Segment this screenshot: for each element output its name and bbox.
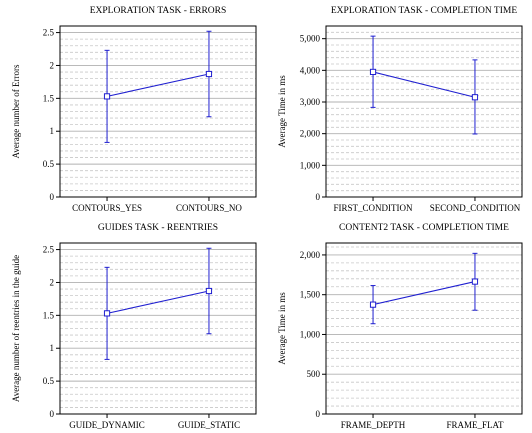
- chart-panel-guides-reentries: 0 0.5 1 1.5 2 2.5 GUIDE_DYNAMIC GUIDE_STATIC GUI…: [0, 217, 266, 433]
- y-tick-label: 2: [50, 277, 55, 287]
- series-line: [106, 290, 210, 314]
- chart-title: CONTENT2 TASK - COMPLETION TIME: [339, 223, 509, 233]
- y-tick-label: 1,000: [300, 160, 321, 170]
- chart-svg-content2-time: 0 500 1,000 1,500 2,000 FRAME_DEPTH FRAME_FLAT…: [277, 223, 523, 430]
- y-axis-label: Average Time in ms: [277, 75, 287, 148]
- x-tick-label: GUIDE_DYNAMIC: [69, 420, 145, 430]
- y-tick-label: 3,000: [300, 97, 321, 107]
- data-point-marker: [369, 301, 377, 308]
- chart-panel-content2-time: 0 500 1,000 1,500 2,000 FRAME_DEPTH FRAME_FLAT…: [266, 217, 532, 433]
- y-tick-label: 2.5: [43, 245, 55, 255]
- y-tick-label: 2: [50, 60, 55, 70]
- x-tick-label: CONTOURS_YES: [72, 203, 142, 213]
- series-line: [372, 281, 476, 306]
- y-axis-label: Average number of Errors: [11, 64, 21, 159]
- data-point-marker: [103, 93, 111, 100]
- chart-svg-exploration-errors: 0 0.5 1 1.5 2 2.5 CONTOURS_YES CONTOURS_NO EXPLO…: [11, 6, 257, 213]
- x-tick-label: SECOND_CONDITION: [430, 203, 521, 213]
- chart-panel-exploration-time: 0 1,000 2,000 3,000 4,000 5,000 FIRST_CONDITIO…: [266, 0, 532, 216]
- y-tick-label: 1.5: [43, 310, 55, 320]
- y-tick-label: 500: [307, 369, 321, 379]
- plot-frame: [325, 242, 523, 415]
- data-point-marker: [205, 287, 213, 295]
- chart-svg-exploration-time: 0 1,000 2,000 3,000 4,000 5,000 FIRST_CONDITIO…: [277, 6, 523, 213]
- series-line: [106, 73, 210, 97]
- y-tick-label: 1: [50, 126, 55, 136]
- x-tick-label: FRAME_DEPTH: [341, 420, 406, 430]
- plot-frame: [325, 25, 523, 198]
- data-point-marker: [471, 278, 479, 285]
- y-axis-label: Average number of reentries in the guide: [11, 255, 21, 402]
- y-tick-label: 2,000: [300, 129, 321, 139]
- y-tick-label: 2,000: [300, 250, 321, 260]
- chart-title: GUIDES TASK - REENTRIES: [98, 223, 218, 233]
- y-tick-label: 0: [316, 192, 321, 202]
- plot-frame: [59, 242, 257, 415]
- y-tick-label: 0.5: [43, 376, 55, 386]
- plot-frame: [59, 25, 257, 198]
- series-line: [372, 71, 476, 98]
- x-tick-label: FRAME_FLAT: [446, 420, 504, 430]
- y-tick-label: 4,000: [300, 65, 321, 75]
- y-tick-label: 2.5: [43, 28, 55, 38]
- chart-panel-exploration-errors: 0 0.5 1 1.5 2 2.5 CONTOURS_YES CONTOURS_NO EXPLO…: [0, 0, 266, 216]
- y-axis-label: Average Time in ms: [277, 292, 287, 365]
- chart-svg-guides-reentries: 0 0.5 1 1.5 2 2.5 GUIDE_DYNAMIC GUIDE_STATIC GUI…: [11, 223, 257, 430]
- y-tick-label: 5,000: [300, 34, 321, 44]
- x-tick-label: GUIDE_STATIC: [178, 420, 240, 430]
- y-tick-label: 1,500: [300, 290, 321, 300]
- y-tick-label: 1,000: [300, 329, 321, 339]
- y-tick-label: 0.5: [43, 159, 55, 169]
- y-tick-label: 1.5: [43, 93, 55, 103]
- y-tick-label: 0: [316, 409, 321, 419]
- data-point-marker: [369, 68, 377, 76]
- chart-title: EXPLORATION TASK - COMPLETION TIME: [331, 6, 517, 16]
- data-point-marker: [103, 310, 111, 317]
- y-tick-label: 0: [50, 409, 55, 419]
- data-point-marker: [471, 94, 479, 101]
- y-tick-label: 0: [50, 192, 55, 202]
- chart-title: EXPLORATION TASK - ERRORS: [90, 6, 227, 16]
- x-tick-label: CONTOURS_NO: [176, 203, 242, 213]
- data-point-marker: [205, 70, 213, 78]
- y-tick-label: 1: [50, 343, 55, 353]
- x-tick-label: FIRST_CONDITION: [334, 203, 414, 213]
